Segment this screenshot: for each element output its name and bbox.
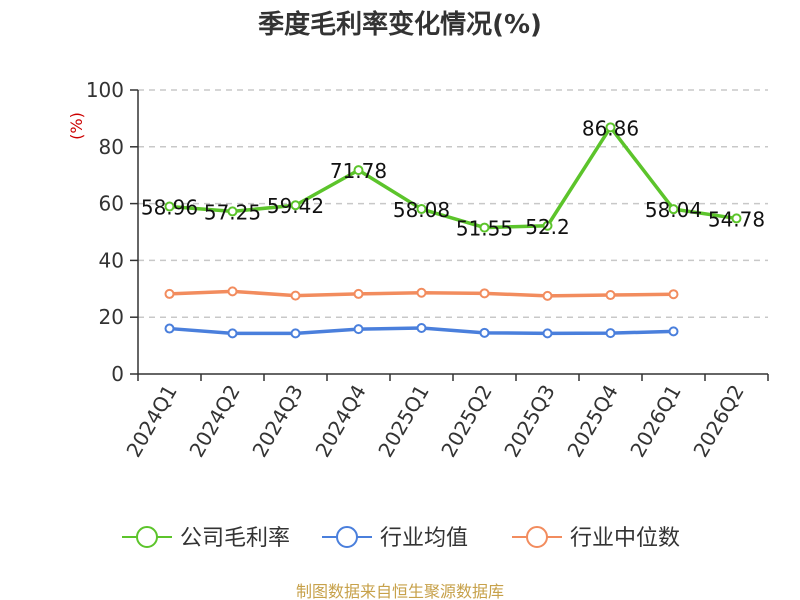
y-tick-label: 0	[111, 362, 124, 386]
x-tick-label: 2025Q4	[562, 381, 622, 462]
data-point	[416, 287, 427, 298]
data-point	[290, 200, 301, 211]
data-point	[542, 220, 553, 231]
legend-label: 公司毛利率	[180, 526, 290, 551]
data-point	[605, 290, 616, 301]
data-point	[542, 290, 553, 301]
legend-marker	[336, 526, 358, 548]
data-point	[353, 324, 364, 335]
legend-label: 行业中位数	[570, 526, 680, 551]
y-tick-label: 100	[86, 78, 124, 102]
data-point	[605, 122, 616, 133]
data-label: 54.78	[708, 207, 765, 231]
data-point	[731, 213, 742, 224]
chart-title: 季度毛利率变化情况(%)	[258, 10, 542, 40]
legend-label: 行业均值	[380, 526, 468, 551]
data-point	[416, 204, 427, 215]
x-tick-label: 2024Q2	[184, 381, 244, 462]
data-point	[542, 328, 553, 339]
data-point	[479, 327, 490, 338]
series-line	[169, 125, 737, 230]
y-tick-label: 80	[99, 135, 124, 159]
y-tick-label: 60	[99, 192, 124, 216]
data-label: 59.42	[267, 194, 324, 218]
x-tick-label: 2026Q2	[688, 381, 748, 462]
data-point	[290, 290, 301, 301]
data-point	[227, 206, 238, 217]
data-point	[668, 326, 679, 337]
data-point	[353, 288, 364, 299]
data-point	[668, 204, 679, 215]
data-label: 58.96	[141, 196, 198, 220]
data-point	[227, 286, 238, 297]
data-label: 58.08	[393, 198, 450, 222]
data-point	[605, 328, 616, 339]
x-tick-label: 2024Q4	[310, 381, 370, 462]
data-point	[164, 201, 175, 212]
data-label: 51.55	[456, 217, 513, 241]
source-note: 制图数据来自恒生聚源数据库	[295, 582, 504, 600]
legend-marker	[136, 526, 158, 548]
data-point	[164, 323, 175, 334]
data-label: 57.25	[204, 200, 261, 224]
data-point	[416, 322, 427, 333]
data-point	[479, 222, 490, 233]
y-tick-label: 20	[99, 305, 124, 329]
x-tick-label: 2024Q3	[247, 381, 307, 462]
x-tick-label: 2024Q1	[121, 381, 181, 462]
data-point	[479, 288, 490, 299]
y-tick-label: 40	[99, 248, 124, 272]
data-point	[164, 288, 175, 299]
data-label: 58.04	[645, 198, 702, 222]
x-tick-label: 2025Q1	[373, 381, 433, 462]
data-label: 86.86	[582, 116, 639, 140]
data-point	[668, 289, 679, 300]
y-axis-unit: (%)	[67, 112, 86, 140]
data-label: 71.78	[330, 159, 387, 183]
data-label: 52.2	[525, 215, 570, 239]
x-tick-label: 2025Q3	[499, 381, 559, 462]
data-point	[290, 328, 301, 339]
x-tick-label: 2026Q1	[625, 381, 685, 462]
data-point	[353, 165, 364, 176]
x-tick-label: 2025Q2	[436, 381, 496, 462]
legend-marker	[526, 526, 548, 548]
data-point	[227, 328, 238, 339]
